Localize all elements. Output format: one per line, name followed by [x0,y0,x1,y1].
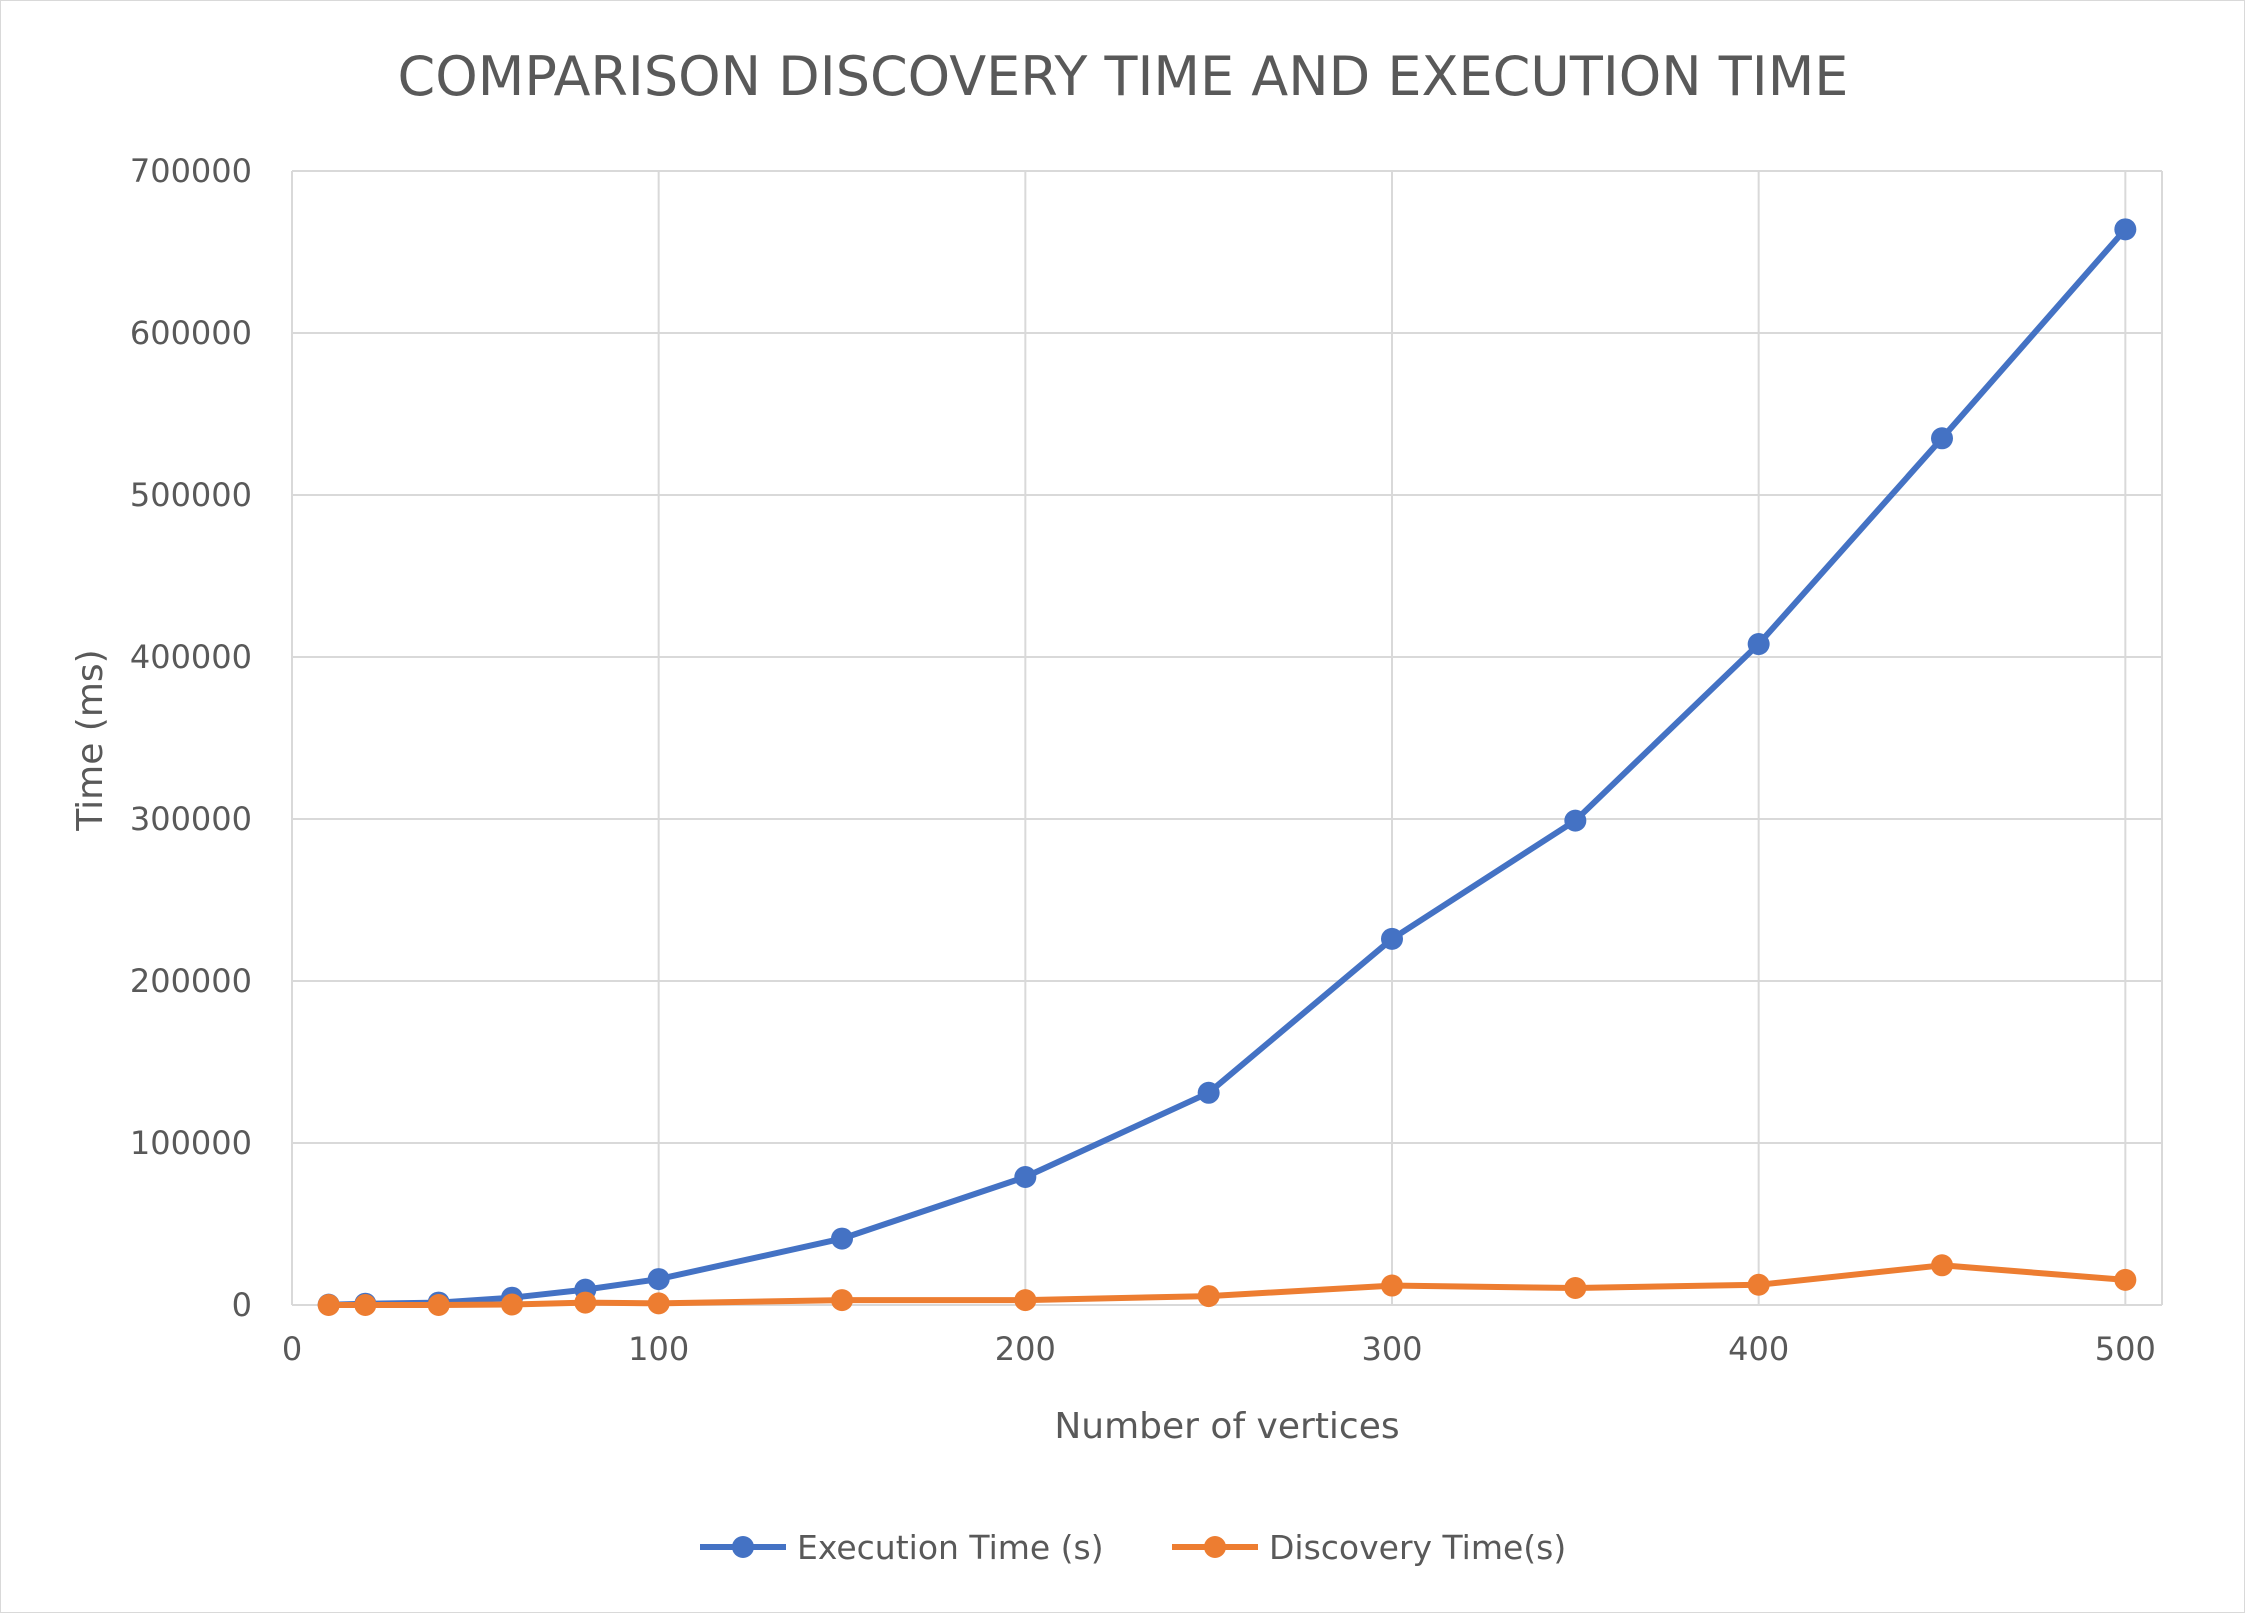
tick-labels: 0 100000 200000 300000 400000 500000 600000 700… [130,152,2156,1368]
y-tick-label: 300000 [130,800,252,838]
data-point [1197,1285,1220,1308]
y-tick-label: 200000 [130,962,252,1000]
data-point [317,1294,340,1316]
x-tick-label: 500 [2095,1330,2156,1368]
y-tick-label: 100000 [130,1124,252,1162]
data-point [574,1291,597,1314]
x-tick-label: 300 [1361,1330,1422,1368]
series-0 [317,218,2137,1316]
data-point [501,1293,523,1316]
data-point [1381,927,1403,950]
data-point [647,1268,670,1291]
series-line [325,226,2129,1308]
x-tick-label: 0 [282,1330,302,1368]
data-point [2114,218,2137,241]
data-point [831,1289,853,1312]
grid [291,170,2163,1306]
y-tick-label: 500000 [130,476,252,514]
legend-entry: Discovery Time(s) [1172,1528,1566,1567]
data-point [1931,1254,1953,1277]
data-point [1014,1289,1037,1312]
data-point [1564,1276,1587,1299]
x-tick-label: 200 [995,1330,1056,1368]
data-point [1197,1081,1220,1104]
series-1 [317,1254,2137,1316]
legend-label: Execution Time (s) [797,1528,1104,1567]
y-axis-label: Time (ms) [70,649,111,831]
data-point [1381,1274,1403,1297]
y-tick-label: 400000 [130,638,252,676]
x-tick-label: 400 [1728,1330,1789,1368]
y-tick-label: 700000 [130,152,252,190]
data-point [1564,809,1587,832]
x-tick-label: 100 [628,1330,689,1368]
legend: Execution Time (s) Discovery Time(s) [700,1528,1566,1567]
legend-marker [732,1536,754,1558]
data-point [647,1292,670,1315]
data-point [1747,1273,1770,1296]
y-tick-label: 600000 [130,314,252,352]
series-line [325,1262,2129,1308]
data-point [831,1227,853,1250]
legend-marker [1204,1536,1226,1558]
chart-title: COMPARISON DISCOVERY TIME AND EXECUTION … [398,45,1849,108]
data-point [427,1294,450,1316]
x-axis-label: Number of vertices [1054,1406,1399,1447]
data-point [354,1294,377,1316]
y-tick-label: 0 [232,1286,252,1324]
series-layer [317,218,2137,1316]
data-point [2114,1268,2137,1291]
data-point [1931,427,1953,450]
legend-entry: Execution Time (s) [700,1528,1104,1567]
data-point [1014,1166,1037,1189]
data-point [1747,633,1770,656]
legend-label: Discovery Time(s) [1269,1528,1566,1567]
